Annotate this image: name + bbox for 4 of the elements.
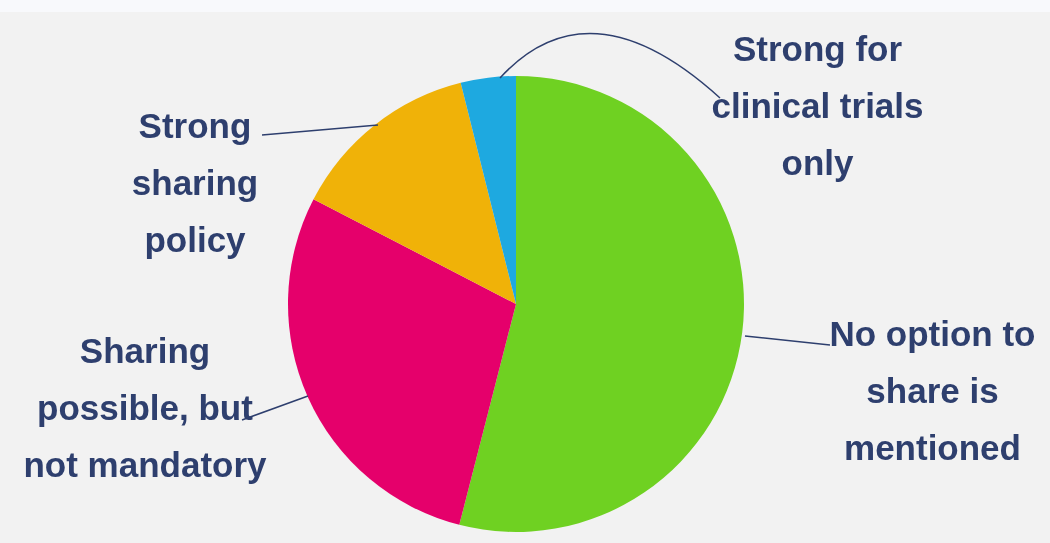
slice-label: Strong for clinical trials only	[710, 28, 925, 184]
slice-label: Strong sharing policy	[130, 105, 260, 261]
slice-label: Sharing possible, but not mandatory	[22, 330, 268, 486]
slice-label: No option to share is mentioned	[828, 313, 1037, 469]
